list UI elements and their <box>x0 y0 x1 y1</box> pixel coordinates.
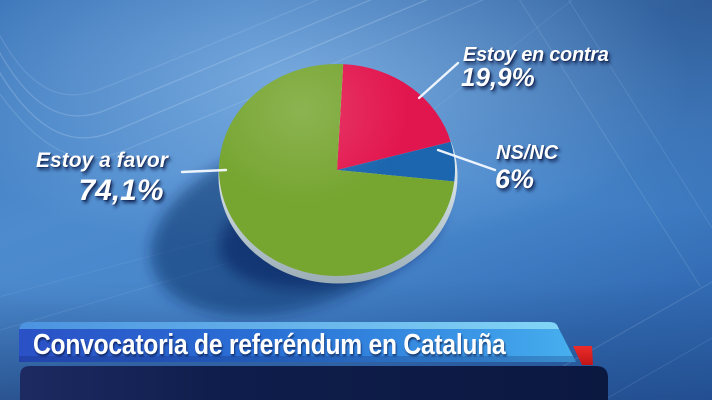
banner-bar <box>19 322 576 362</box>
pie-label-nsnc: NS/NC <box>496 142 559 164</box>
banner-top-highlight <box>19 322 576 329</box>
pie-sheen <box>219 64 455 276</box>
banner-bottom-shade <box>19 356 576 362</box>
callout-line-favor <box>180 168 228 174</box>
banner-title: Convocatoria de referéndum en Cataluña <box>33 329 506 361</box>
callout-line-nsnc <box>436 148 497 172</box>
callout-lines <box>180 61 497 174</box>
banner-accent-tab <box>573 346 593 365</box>
lower-third <box>19 322 608 400</box>
pie-label-contra: Estoy en contra <box>463 44 609 66</box>
callout-line-contra <box>417 61 460 100</box>
pie-value-favor: 74,1% <box>78 174 164 207</box>
pie-label-favor: Estoy a favor <box>36 149 168 172</box>
pie-value-nsnc: 6% <box>495 164 535 194</box>
lower-third-navy-panel <box>20 366 608 400</box>
pie-value-contra: 19,9% <box>461 62 535 92</box>
